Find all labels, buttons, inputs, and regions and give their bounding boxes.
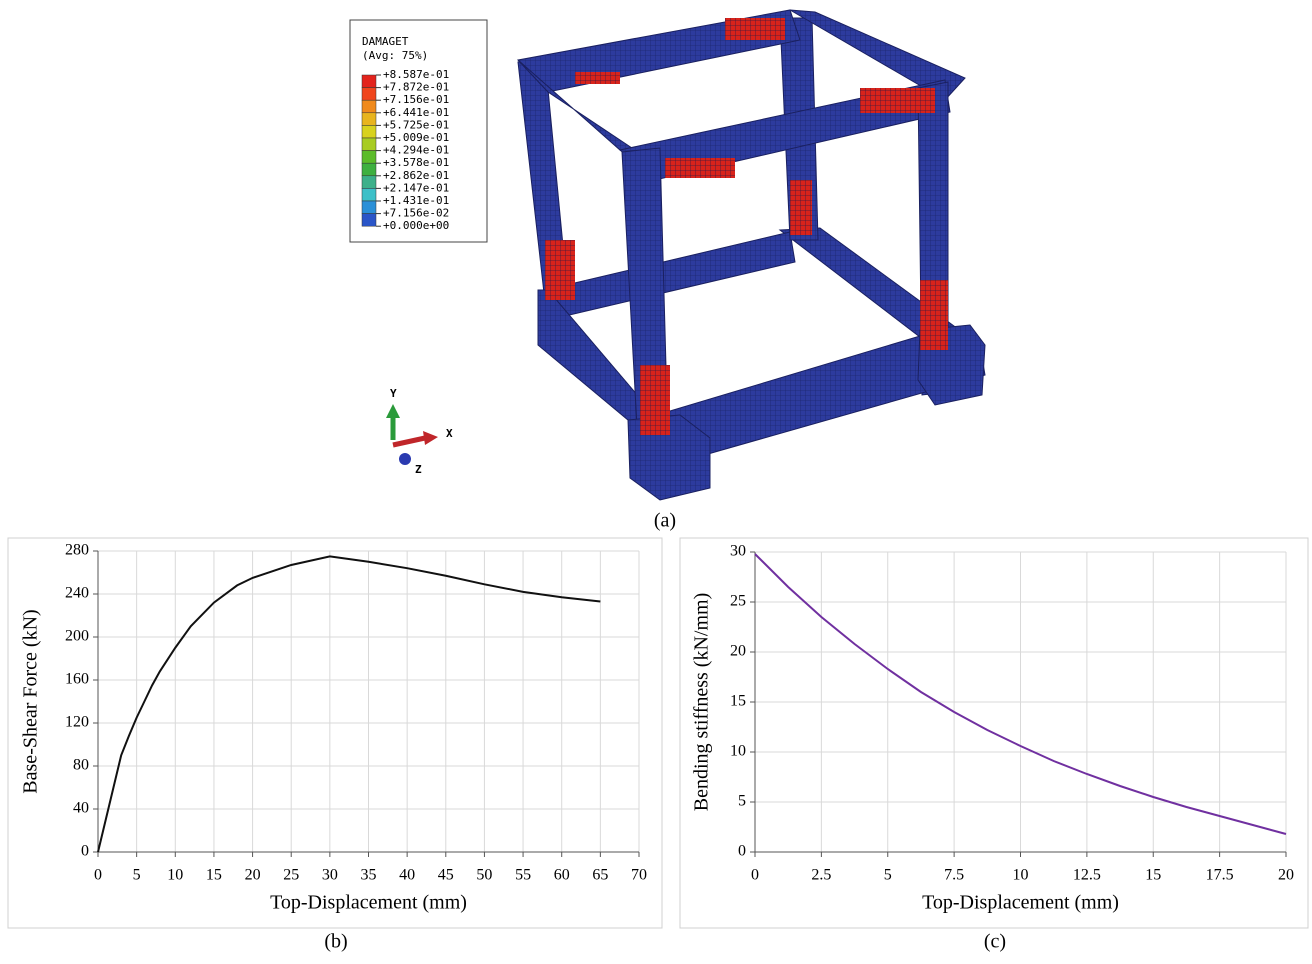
y-tick-label: 280	[65, 542, 89, 559]
legend-label: +7.156e-01	[383, 93, 449, 106]
x-tick-label: 10	[167, 867, 183, 884]
legend-label: +1.431e-01	[383, 194, 449, 207]
x-tick-label: 7.5	[944, 867, 964, 884]
legend-swatch	[362, 201, 376, 214]
damage-zone	[920, 280, 948, 350]
figure: DAMAGET (Avg: 75%) +8.587e-01+7.872e-01+…	[0, 0, 1312, 959]
x-arrow	[393, 438, 425, 445]
x-tick-label: 40	[399, 867, 415, 884]
legend-label: +0.000e+00	[383, 219, 449, 232]
x-tick-label: 70	[631, 867, 647, 884]
axis-label: X	[446, 427, 453, 440]
x-tick-label: 25	[283, 867, 299, 884]
y-tick-label: 0	[81, 843, 89, 860]
legend-label: +2.147e-01	[383, 181, 449, 194]
axis-label: Z	[415, 463, 422, 476]
y-tick-label: 40	[73, 800, 89, 817]
legend-swatch	[362, 214, 376, 227]
caption: (a)	[654, 510, 676, 532]
legend-label: +6.441e-01	[383, 106, 449, 119]
y-tick-label: 200	[65, 628, 89, 645]
y-axis-label: Bending stiffness (kN/mm)	[691, 593, 713, 812]
legend-swatch	[362, 176, 376, 189]
x-arrow-head	[423, 431, 438, 445]
legend-swatch	[362, 163, 376, 176]
legend-label: +2.862e-01	[383, 169, 449, 182]
y-tick-label: 20	[730, 643, 746, 660]
back-left-beam	[545, 232, 795, 320]
x-tick-label: 35	[361, 867, 377, 884]
axis-triad: Y X Z	[386, 387, 453, 476]
legend-title: DAMAGET	[362, 35, 409, 48]
axis-label: Y	[390, 387, 397, 400]
fe-model	[518, 10, 985, 500]
legend-label: +7.156e-02	[383, 207, 449, 220]
legend-subtitle: (Avg: 75%)	[362, 49, 428, 62]
z-arrow	[399, 453, 411, 465]
legend-label: +5.725e-01	[383, 118, 449, 131]
damage-zone	[790, 180, 812, 235]
damage-zone	[545, 240, 575, 300]
x-tick-label: 5	[133, 867, 141, 884]
y-tick-label: 5	[738, 793, 746, 810]
damage-zone	[575, 72, 620, 84]
legend-label: +5.009e-01	[383, 131, 449, 144]
x-tick-label: 50	[476, 867, 492, 884]
damage-zone	[640, 365, 670, 435]
x-tick-label: 10	[1013, 867, 1029, 884]
legend: +8.587e-01+7.872e-01+7.156e-01+6.441e-01…	[362, 68, 449, 232]
x-tick-label: 0	[94, 867, 102, 884]
x-tick-label: 20	[1278, 867, 1294, 884]
y-tick-label: 80	[73, 757, 89, 774]
x-tick-label: 20	[245, 867, 261, 884]
caption: (b)	[324, 931, 347, 953]
legend-label: +7.872e-01	[383, 81, 449, 94]
y-tick-label: 15	[730, 693, 746, 710]
y-tick-label: 240	[65, 585, 89, 602]
x-tick-label: 60	[554, 867, 570, 884]
x-tick-label: 5	[884, 867, 892, 884]
legend-label: +3.578e-01	[383, 156, 449, 169]
damage-zone	[860, 88, 935, 113]
page: { "figure_a": { "legend_title": "DAMAGET…	[0, 0, 1312, 959]
y-arrow-head	[386, 404, 400, 418]
x-tick-label: 15	[206, 867, 222, 884]
x-tick-label: 55	[515, 867, 531, 884]
caption: (c)	[984, 931, 1006, 953]
y-tick-label: 120	[65, 714, 89, 731]
y-tick-label: 10	[730, 743, 746, 760]
damage-zone	[725, 18, 785, 40]
y-tick-label: 0	[738, 843, 746, 860]
legend-swatch	[362, 75, 376, 88]
x-axis-label: Top-Displacement (mm)	[270, 892, 467, 914]
x-tick-label: 65	[592, 867, 608, 884]
x-tick-label: 45	[438, 867, 454, 884]
x-tick-label: 0	[751, 867, 759, 884]
legend-label: +8.587e-01	[383, 68, 449, 81]
x-tick-label: 17.5	[1206, 867, 1234, 884]
x-axis-label: Top-Displacement (mm)	[922, 892, 1119, 914]
x-tick-label: 30	[322, 867, 338, 884]
legend-label: +4.294e-01	[383, 144, 449, 157]
y-axis-label: Base-Shear Force (kN)	[20, 609, 42, 793]
y-tick-label: 30	[730, 543, 746, 560]
legend-swatch	[362, 113, 376, 126]
x-tick-label: 2.5	[811, 867, 831, 884]
x-tick-label: 12.5	[1073, 867, 1101, 884]
damage-zone	[665, 158, 735, 178]
y-tick-label: 160	[65, 671, 89, 688]
y-tick-label: 25	[730, 593, 746, 610]
legend-swatch	[362, 125, 376, 138]
legend-swatch	[362, 188, 376, 201]
legend-swatch	[362, 100, 376, 113]
x-tick-label: 15	[1145, 867, 1161, 884]
legend-swatch	[362, 151, 376, 164]
legend-swatch	[362, 88, 376, 101]
legend-swatch	[362, 138, 376, 151]
